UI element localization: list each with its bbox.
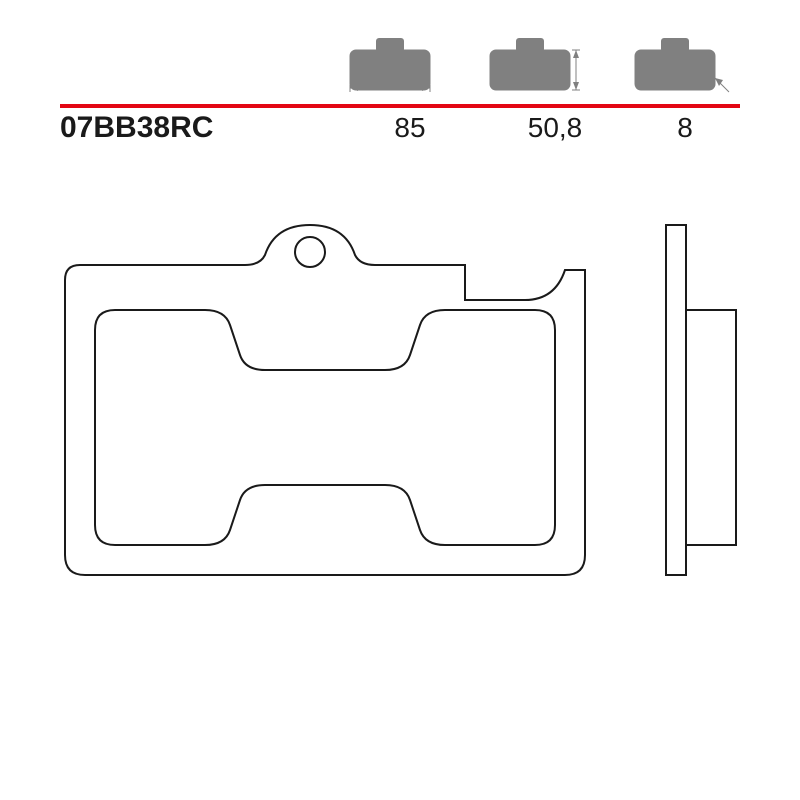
thickness-dimension-icon — [635, 38, 729, 92]
dimension-height: 50,8 — [480, 112, 630, 144]
separator-line — [60, 95, 740, 99]
dimension-thickness: 8 — [630, 112, 740, 144]
brake-pad-side-view — [660, 210, 750, 610]
diagram-container: 07BB38RC 85 50,8 8 — [0, 0, 800, 800]
dimension-icons-svg — [330, 30, 730, 95]
specification-row: 07BB38RC 85 50,8 8 — [60, 108, 740, 148]
part-number: 07BB38RC — [60, 111, 340, 145]
dimension-icons-row — [330, 30, 730, 90]
mounting-hole — [295, 237, 325, 267]
side-backing-plate — [666, 225, 686, 575]
side-friction-material — [686, 310, 736, 545]
width-dimension-icon — [350, 38, 430, 92]
height-dimension-icon — [490, 38, 580, 90]
dimension-width: 85 — [340, 112, 480, 144]
brake-pad-front-view — [45, 210, 605, 610]
